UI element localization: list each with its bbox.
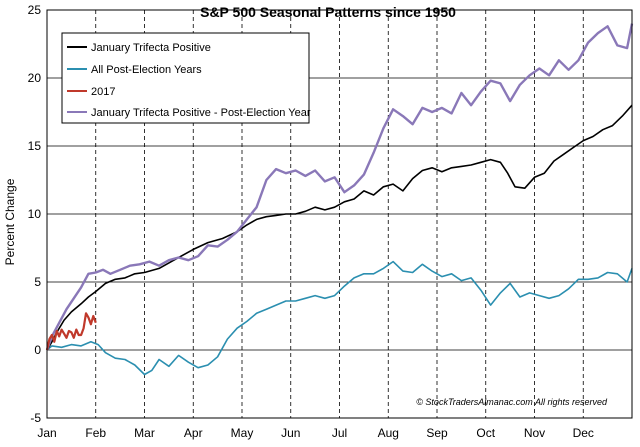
legend-label-2017: 2017	[91, 86, 115, 98]
series-line-2017	[45, 312, 97, 351]
x-tick-label: Jun	[281, 426, 300, 440]
x-tick-label: Feb	[85, 426, 106, 440]
x-tick-label: Mar	[134, 426, 155, 440]
plot-area-border	[46, 9, 633, 419]
grid-lines	[47, 10, 632, 418]
x-tick-label: Nov	[524, 426, 545, 440]
series-line-all-post-election-years	[46, 260, 633, 376]
x-tick-label: Aug	[378, 426, 399, 440]
legend-label-trifecta: January Trifecta Positive	[91, 42, 211, 54]
legend-box	[61, 32, 310, 124]
x-tick-label: Jul	[332, 426, 347, 440]
legend-label-post-election: All Post-Election Years	[91, 64, 202, 76]
y-tick-label: 20	[28, 71, 42, 85]
y-tick-label: 25	[28, 3, 42, 17]
y-tick-label: 10	[28, 207, 42, 221]
y-axis-label: Percent Change	[3, 178, 17, 265]
series-line-january-trifecta-positive-post-election-year	[45, 23, 634, 351]
x-tick-label: Jan	[37, 426, 56, 440]
legend-label-trifecta-post-election: January Trifecta Positive - Post-Electio…	[91, 107, 311, 119]
series-lines	[45, 23, 634, 376]
y-tick-label: 15	[28, 139, 42, 153]
x-tick-label: Apr	[184, 426, 203, 440]
chart-title: S&P 500 Seasonal Patterns since 1950	[200, 4, 456, 20]
y-tick-label: -5	[30, 411, 41, 425]
x-tick-label: Dec	[573, 426, 594, 440]
copyright-notice: © StockTradersAlmanac.com All rights res…	[416, 397, 608, 407]
x-tick-label: May	[231, 426, 254, 440]
y-axis-ticks: -5 0 5 10 15 20 25	[28, 3, 42, 425]
y-tick-label: 0	[34, 343, 41, 357]
x-tick-label: Sep	[426, 426, 448, 440]
x-tick-label: Oct	[476, 426, 495, 440]
y-tick-label: 5	[34, 275, 41, 289]
x-axis-ticks: Jan Feb Mar Apr May Jun Jul Aug Sep Oct Nov Dec	[37, 426, 594, 440]
legend: January Trifecta Positive All Post-Elect…	[61, 32, 311, 124]
series-line-january-trifecta-positive	[46, 104, 633, 351]
